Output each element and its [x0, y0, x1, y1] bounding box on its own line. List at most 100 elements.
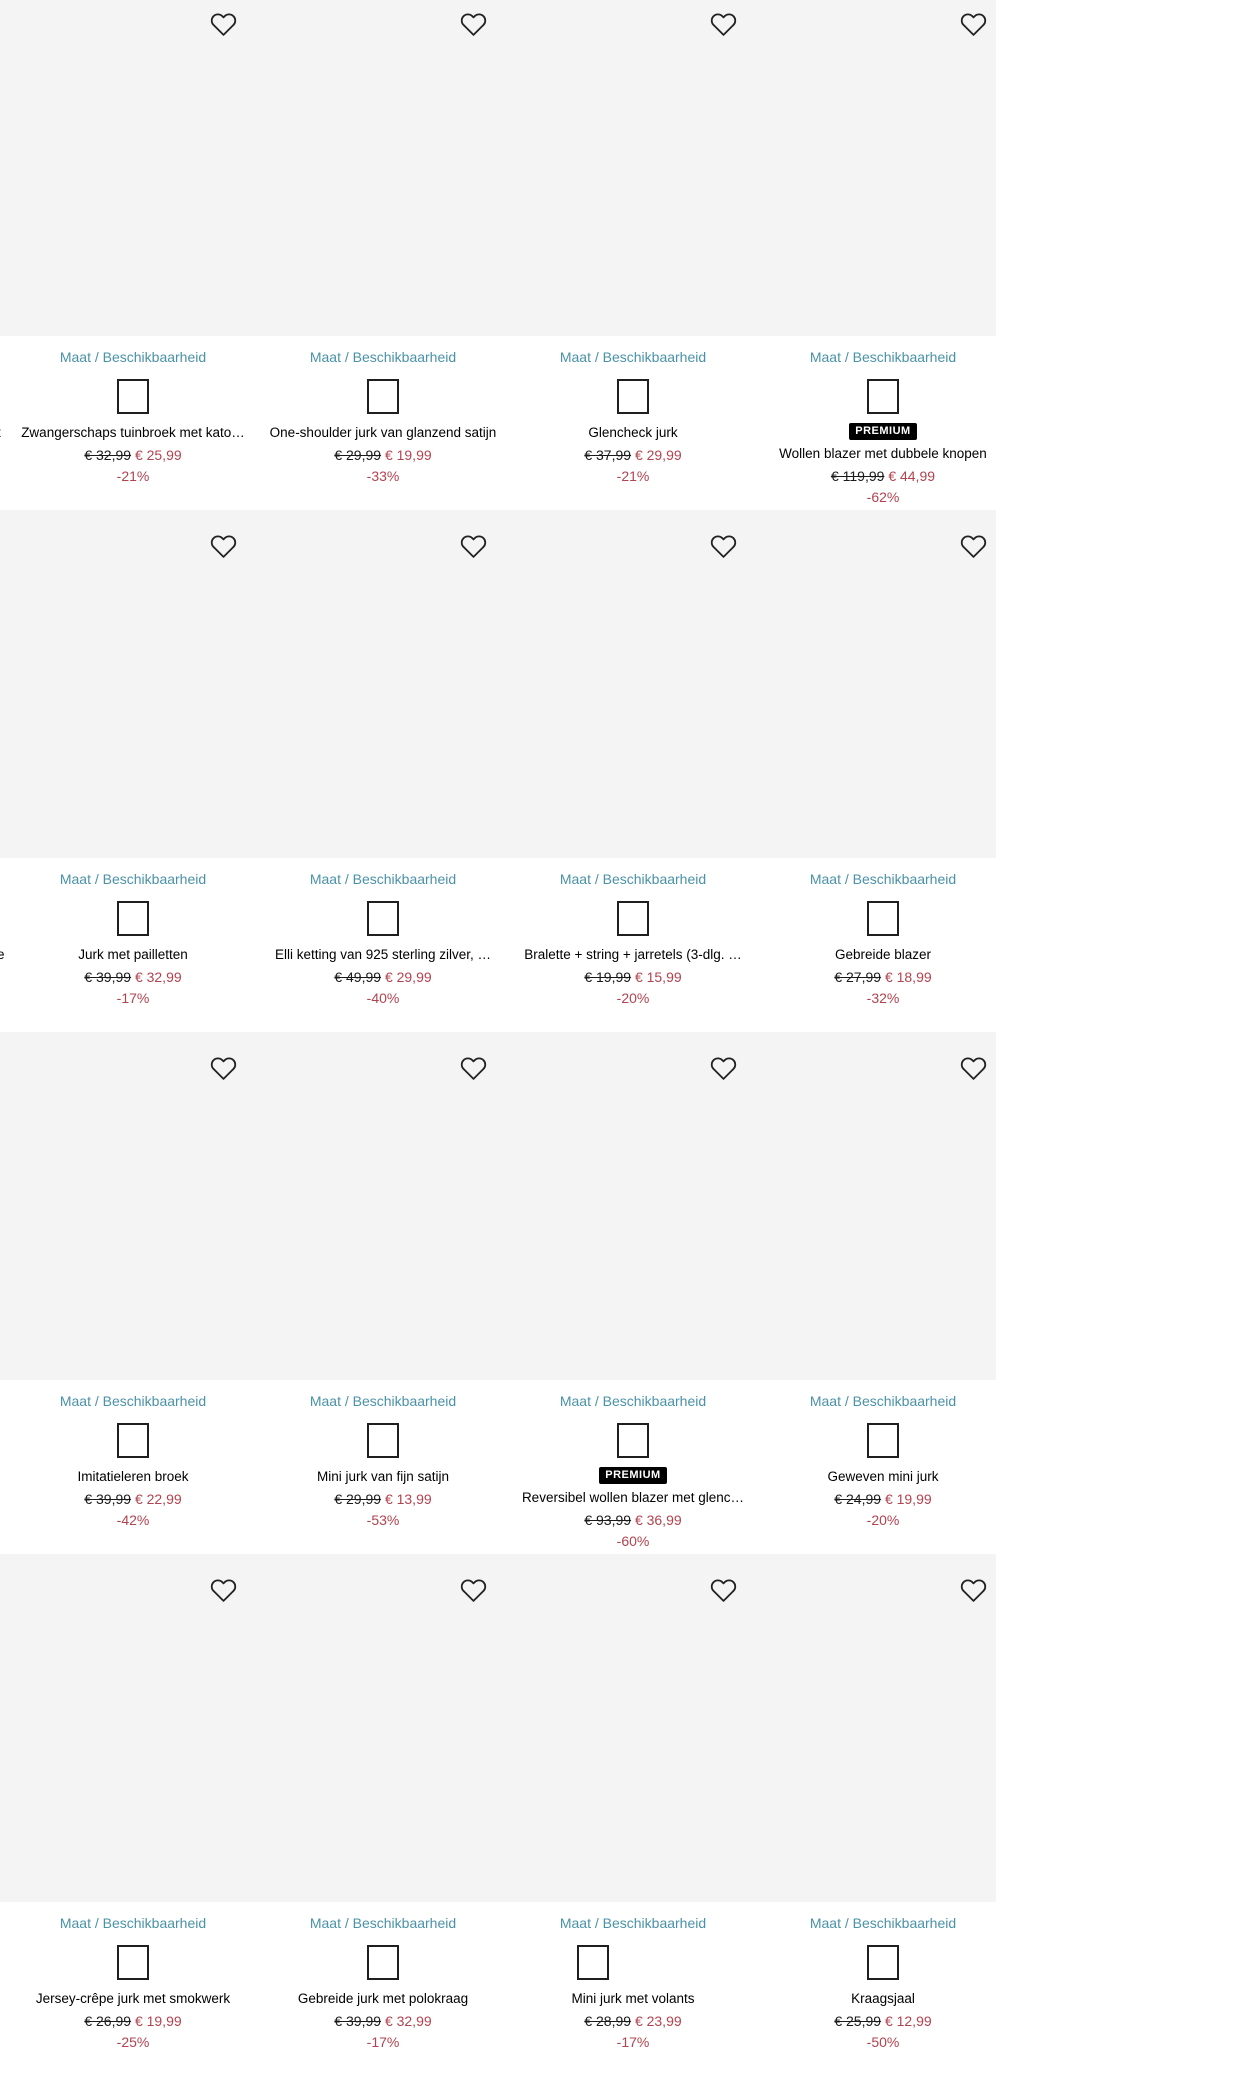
product-image[interactable] [8, 0, 258, 336]
favorite-button[interactable] [458, 533, 488, 561]
size-availability-link[interactable]: Maat / Beschikbaarheid [59, 1915, 207, 1931]
product-card[interactable]: Maat / Beschikbaarheid PREMIUM Wollen bl… [758, 0, 1008, 506]
size-availability-link[interactable]: Maat / Beschikbaarheid [559, 871, 707, 887]
product-info: Maat / Beschikbaarheid PREMIUM Jersey-cr… [8, 1902, 258, 2051]
size-availability-link[interactable]: Maat / Beschikbaarheid [59, 1393, 207, 1409]
color-swatch[interactable] [867, 1423, 899, 1458]
color-swatch[interactable] [867, 1945, 899, 1980]
product-image[interactable] [508, 510, 758, 858]
product-name[interactable]: Elli ketting van 925 sterling zilver, … [274, 947, 492, 962]
color-swatch[interactable] [117, 379, 149, 414]
product-card[interactable]: Maat / Beschikbaarheid PREMIUM Gebreide … [758, 510, 1008, 1007]
product-card[interactable]: Maat / Beschikbaarheid PREMIUM Mini jurk… [258, 1032, 508, 1550]
sale-price: € 15,99 [634, 969, 682, 985]
size-availability-link[interactable]: Maat / Beschikbaarheid [59, 349, 207, 365]
product-card[interactable]: Maat / Beschikbaarheid PREMIUM Jurk met … [8, 510, 258, 1007]
size-availability-link[interactable]: Maat / Beschikbaarheid [809, 1915, 957, 1931]
favorite-button[interactable] [458, 1055, 488, 1083]
heart-icon [210, 1579, 236, 1602]
product-image[interactable] [258, 0, 508, 336]
favorite-button[interactable] [208, 1055, 238, 1083]
product-card[interactable]: Maat / Beschikbaarheid PREMIUM Reversibe… [508, 1032, 758, 1550]
product-card[interactable]: Maat / Beschikbaarheid PREMIUM Kraagsjaa… [758, 1554, 1008, 2051]
product-image[interactable] [758, 1554, 1008, 1902]
product-name[interactable]: Zwangerschaps tuinbroek met kato… [21, 425, 245, 440]
product-name[interactable]: Gebreide jurk met polokraag [297, 1991, 469, 2006]
favorite-button[interactable] [708, 1055, 738, 1083]
favorite-button[interactable] [958, 533, 988, 561]
size-availability-link[interactable]: Maat / Beschikbaarheid [309, 1915, 457, 1931]
product-image[interactable] [8, 1554, 258, 1902]
product-name[interactable]: Gebreide blazer [834, 947, 932, 962]
color-swatch[interactable] [117, 901, 149, 936]
product-image[interactable] [508, 1032, 758, 1380]
color-swatch[interactable] [367, 1945, 399, 1980]
color-swatch[interactable] [577, 1945, 609, 1980]
product-card[interactable]: Maat / Beschikbaarheid PREMIUM Glencheck… [508, 0, 758, 506]
favorite-button[interactable] [458, 11, 488, 39]
product-card[interactable]: Maat / Beschikbaarheid PREMIUM Jersey-cr… [8, 1554, 258, 2051]
product-card[interactable]: Maat / Beschikbaarheid PREMIUM One-shoul… [258, 0, 508, 506]
favorite-button[interactable] [458, 1577, 488, 1605]
favorite-button[interactable] [708, 533, 738, 561]
favorite-button[interactable] [958, 1577, 988, 1605]
product-image[interactable] [758, 0, 1008, 336]
product-name[interactable]: Bralette + string + jarretels (3-dlg. … [524, 947, 742, 962]
favorite-button[interactable] [208, 1577, 238, 1605]
favorite-button[interactable] [708, 1577, 738, 1605]
product-card[interactable]: Maat / Beschikbaarheid PREMIUM Imitatiel… [8, 1032, 258, 1550]
color-swatch[interactable] [367, 901, 399, 936]
product-card[interactable]: Maat / Beschikbaarheid PREMIUM Geweven m… [758, 1032, 1008, 1550]
size-availability-link[interactable]: Maat / Beschikbaarheid [559, 349, 707, 365]
product-name[interactable]: Imitatieleren broek [77, 1469, 189, 1484]
favorite-button[interactable] [958, 1055, 988, 1083]
product-name[interactable]: Reversibel wollen blazer met glenc… [521, 1490, 745, 1505]
favorite-button[interactable] [958, 11, 988, 39]
product-name[interactable]: Kraagsjaal [851, 1991, 915, 2006]
original-price: € 19,99 [584, 969, 632, 985]
product-image[interactable] [8, 510, 258, 858]
product-card[interactable]: Maat / Beschikbaarheid PREMIUM Mini jurk… [508, 1554, 758, 2051]
color-swatch[interactable] [117, 1945, 149, 1980]
size-availability-link[interactable]: Maat / Beschikbaarheid [559, 1915, 707, 1931]
size-availability-link[interactable]: Maat / Beschikbaarheid [309, 871, 457, 887]
color-swatch[interactable] [617, 901, 649, 936]
color-swatch[interactable] [867, 901, 899, 936]
product-image[interactable] [758, 510, 1008, 858]
size-availability-link[interactable]: Maat / Beschikbaarheid [59, 871, 207, 887]
product-name[interactable]: Glencheck jurk [588, 425, 678, 440]
product-image[interactable] [8, 1032, 258, 1380]
color-swatch[interactable] [367, 379, 399, 414]
product-card[interactable]: Maat / Beschikbaarheid PREMIUM Zwangersc… [8, 0, 258, 506]
color-swatch[interactable] [117, 1423, 149, 1458]
size-availability-link[interactable]: Maat / Beschikbaarheid [309, 1393, 457, 1409]
size-availability-link[interactable]: Maat / Beschikbaarheid [309, 349, 457, 365]
product-image[interactable] [258, 1554, 508, 1902]
size-availability-link[interactable]: Maat / Beschikbaarheid [809, 871, 957, 887]
product-name[interactable]: One-shoulder jurk van glanzend satijn [269, 425, 497, 440]
product-name[interactable]: Jersey-crêpe jurk met smokwerk [35, 1991, 231, 2006]
color-swatch[interactable] [867, 379, 899, 414]
product-name[interactable]: Wollen blazer met dubbele knopen [779, 446, 987, 461]
product-name[interactable]: Jurk met pailletten [78, 947, 188, 962]
product-card[interactable]: Maat / Beschikbaarheid PREMIUM Bralette … [508, 510, 758, 1007]
product-card[interactable]: Maat / Beschikbaarheid PREMIUM Elli kett… [258, 510, 508, 1007]
product-name[interactable]: Mini jurk van fijn satijn [316, 1469, 450, 1484]
product-name[interactable]: Geweven mini jurk [827, 1469, 939, 1484]
favorite-button[interactable] [208, 11, 238, 39]
favorite-button[interactable] [708, 11, 738, 39]
size-availability-link[interactable]: Maat / Beschikbaarheid [809, 1393, 957, 1409]
size-availability-link[interactable]: Maat / Beschikbaarheid [559, 1393, 707, 1409]
product-card[interactable]: Maat / Beschikbaarheid PREMIUM Gebreide … [258, 1554, 508, 2051]
size-availability-link[interactable]: Maat / Beschikbaarheid [809, 349, 957, 365]
product-image[interactable] [258, 1032, 508, 1380]
product-image[interactable] [258, 510, 508, 858]
color-swatch[interactable] [367, 1423, 399, 1458]
product-image[interactable] [758, 1032, 1008, 1380]
product-image[interactable] [508, 0, 758, 336]
color-swatch[interactable] [617, 379, 649, 414]
favorite-button[interactable] [208, 533, 238, 561]
product-image[interactable] [508, 1554, 758, 1902]
color-swatch[interactable] [617, 1423, 649, 1458]
product-name[interactable]: Mini jurk met volants [571, 1991, 695, 2006]
